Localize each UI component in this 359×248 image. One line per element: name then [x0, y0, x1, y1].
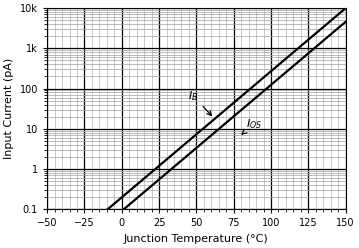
- Y-axis label: Input Current (pA): Input Current (pA): [4, 58, 14, 159]
- Text: $I_{OS}$: $I_{OS}$: [242, 117, 262, 134]
- Text: $I_B$: $I_B$: [188, 89, 211, 116]
- X-axis label: Junction Temperature (°C): Junction Temperature (°C): [124, 234, 269, 244]
